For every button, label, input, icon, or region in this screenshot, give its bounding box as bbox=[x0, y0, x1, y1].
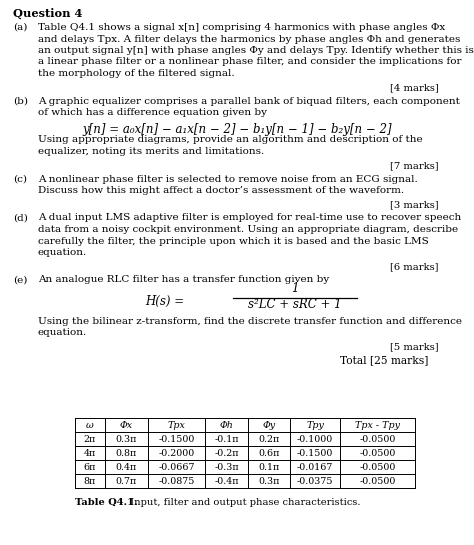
Text: Tpx: Tpx bbox=[168, 421, 185, 430]
Text: (d): (d) bbox=[13, 214, 28, 222]
Text: An analogue RLC filter has a transfer function given by: An analogue RLC filter has a transfer fu… bbox=[38, 276, 329, 284]
Text: (a): (a) bbox=[13, 23, 27, 32]
Text: Tpx - Tpy: Tpx - Tpy bbox=[355, 421, 400, 430]
Text: 0.7π: 0.7π bbox=[116, 477, 137, 486]
Text: [6 marks]: [6 marks] bbox=[390, 263, 438, 271]
Text: the morphology of the filtered signal.: the morphology of the filtered signal. bbox=[38, 69, 235, 78]
Text: Φh: Φh bbox=[219, 421, 233, 430]
Text: Input, filter and output phase characteristics.: Input, filter and output phase character… bbox=[127, 498, 361, 507]
Text: -0.1500: -0.1500 bbox=[297, 449, 333, 458]
Text: Discuss how this might affect a doctor’s assessment of the waveform.: Discuss how this might affect a doctor’s… bbox=[38, 186, 404, 195]
Text: (c): (c) bbox=[13, 174, 27, 184]
Text: [3 marks]: [3 marks] bbox=[390, 201, 438, 209]
Text: Φy: Φy bbox=[263, 421, 275, 430]
Text: [5 marks]: [5 marks] bbox=[390, 342, 438, 352]
Text: -0.3π: -0.3π bbox=[214, 463, 239, 472]
Text: -0.0375: -0.0375 bbox=[297, 477, 333, 486]
Text: -0.0500: -0.0500 bbox=[359, 435, 396, 444]
Text: 4π: 4π bbox=[84, 449, 96, 458]
Text: 8π: 8π bbox=[84, 477, 96, 486]
Text: Tpy: Tpy bbox=[306, 421, 324, 430]
Text: s²LC + sRC + 1: s²LC + sRC + 1 bbox=[248, 299, 342, 312]
Text: -0.1π: -0.1π bbox=[214, 435, 239, 444]
Text: -0.0167: -0.0167 bbox=[297, 463, 333, 472]
Text: -0.1500: -0.1500 bbox=[158, 435, 195, 444]
Text: and delays Tpx. A filter delays the harmonics by phase angles Φh and generates: and delays Tpx. A filter delays the harm… bbox=[38, 34, 460, 44]
Text: y[n] = a₀x[n] − a₁x[n − 2] − b₁y[n − 1] − b₂y[n − 2]: y[n] = a₀x[n] − a₁x[n − 2] − b₁y[n − 1] … bbox=[82, 123, 392, 136]
Text: -0.0500: -0.0500 bbox=[359, 449, 396, 458]
Text: [7 marks]: [7 marks] bbox=[390, 161, 438, 171]
Text: 2π: 2π bbox=[84, 435, 96, 444]
Text: -0.2000: -0.2000 bbox=[158, 449, 195, 458]
Text: 0.4π: 0.4π bbox=[116, 463, 137, 472]
Text: -0.4π: -0.4π bbox=[214, 477, 239, 486]
Text: ω: ω bbox=[86, 421, 94, 430]
Text: (e): (e) bbox=[13, 276, 27, 284]
Text: Table Q4.1 shows a signal x[n] comprising 4 harmonics with phase angles Φx: Table Q4.1 shows a signal x[n] comprisin… bbox=[38, 23, 445, 32]
Text: 0.1π: 0.1π bbox=[258, 463, 280, 472]
Text: -0.0500: -0.0500 bbox=[359, 477, 396, 486]
Text: Table Q4.1.: Table Q4.1. bbox=[75, 498, 137, 507]
Text: an output signal y[n] with phase angles Φy and delays Tpy. Identify whether this: an output signal y[n] with phase angles … bbox=[38, 46, 474, 55]
Text: 0.3π: 0.3π bbox=[258, 477, 280, 486]
Text: A graphic equalizer comprises a parallel bank of biquad filters, each component: A graphic equalizer comprises a parallel… bbox=[38, 96, 460, 106]
Text: equation.: equation. bbox=[38, 248, 87, 257]
Text: Total [25 marks]: Total [25 marks] bbox=[340, 355, 428, 366]
Text: -0.0500: -0.0500 bbox=[359, 463, 396, 472]
Text: 6π: 6π bbox=[84, 463, 96, 472]
Text: 0.3π: 0.3π bbox=[116, 435, 137, 444]
Text: of which has a difference equation given by: of which has a difference equation given… bbox=[38, 108, 267, 117]
Text: Using appropriate diagrams, provide an algorithm and description of the: Using appropriate diagrams, provide an a… bbox=[38, 136, 423, 144]
Text: a linear phase filter or a nonlinear phase filter, and consider the implications: a linear phase filter or a nonlinear pha… bbox=[38, 58, 462, 66]
Text: [4 marks]: [4 marks] bbox=[390, 83, 439, 93]
Text: equation.: equation. bbox=[38, 328, 87, 337]
Text: 0.8π: 0.8π bbox=[116, 449, 137, 458]
Text: H(s) =: H(s) = bbox=[145, 294, 184, 307]
Text: -0.1000: -0.1000 bbox=[297, 435, 333, 444]
Text: carefully the filter, the principle upon which it is based and the basic LMS: carefully the filter, the principle upon… bbox=[38, 237, 429, 245]
Text: Φx: Φx bbox=[120, 421, 133, 430]
Text: A nonlinear phase filter is selected to remove noise from an ECG signal.: A nonlinear phase filter is selected to … bbox=[38, 174, 418, 184]
Text: 1: 1 bbox=[291, 282, 299, 295]
Text: 0.2π: 0.2π bbox=[258, 435, 280, 444]
Text: -0.0667: -0.0667 bbox=[158, 463, 195, 472]
Text: 0.6π: 0.6π bbox=[258, 449, 280, 458]
Text: -0.2π: -0.2π bbox=[214, 449, 239, 458]
Text: -0.0875: -0.0875 bbox=[158, 477, 195, 486]
Text: (b): (b) bbox=[13, 96, 28, 106]
Text: equalizer, noting its merits and limitations.: equalizer, noting its merits and limitat… bbox=[38, 147, 264, 156]
Text: A dual input LMS adaptive filter is employed for real-time use to recover speech: A dual input LMS adaptive filter is empl… bbox=[38, 214, 461, 222]
Text: Question 4: Question 4 bbox=[13, 8, 82, 19]
Text: Using the bilinear z-transform, find the discrete transfer function and differen: Using the bilinear z-transform, find the… bbox=[38, 317, 462, 325]
Text: data from a noisy cockpit environment. Using an appropriate diagram, describe: data from a noisy cockpit environment. U… bbox=[38, 225, 458, 234]
